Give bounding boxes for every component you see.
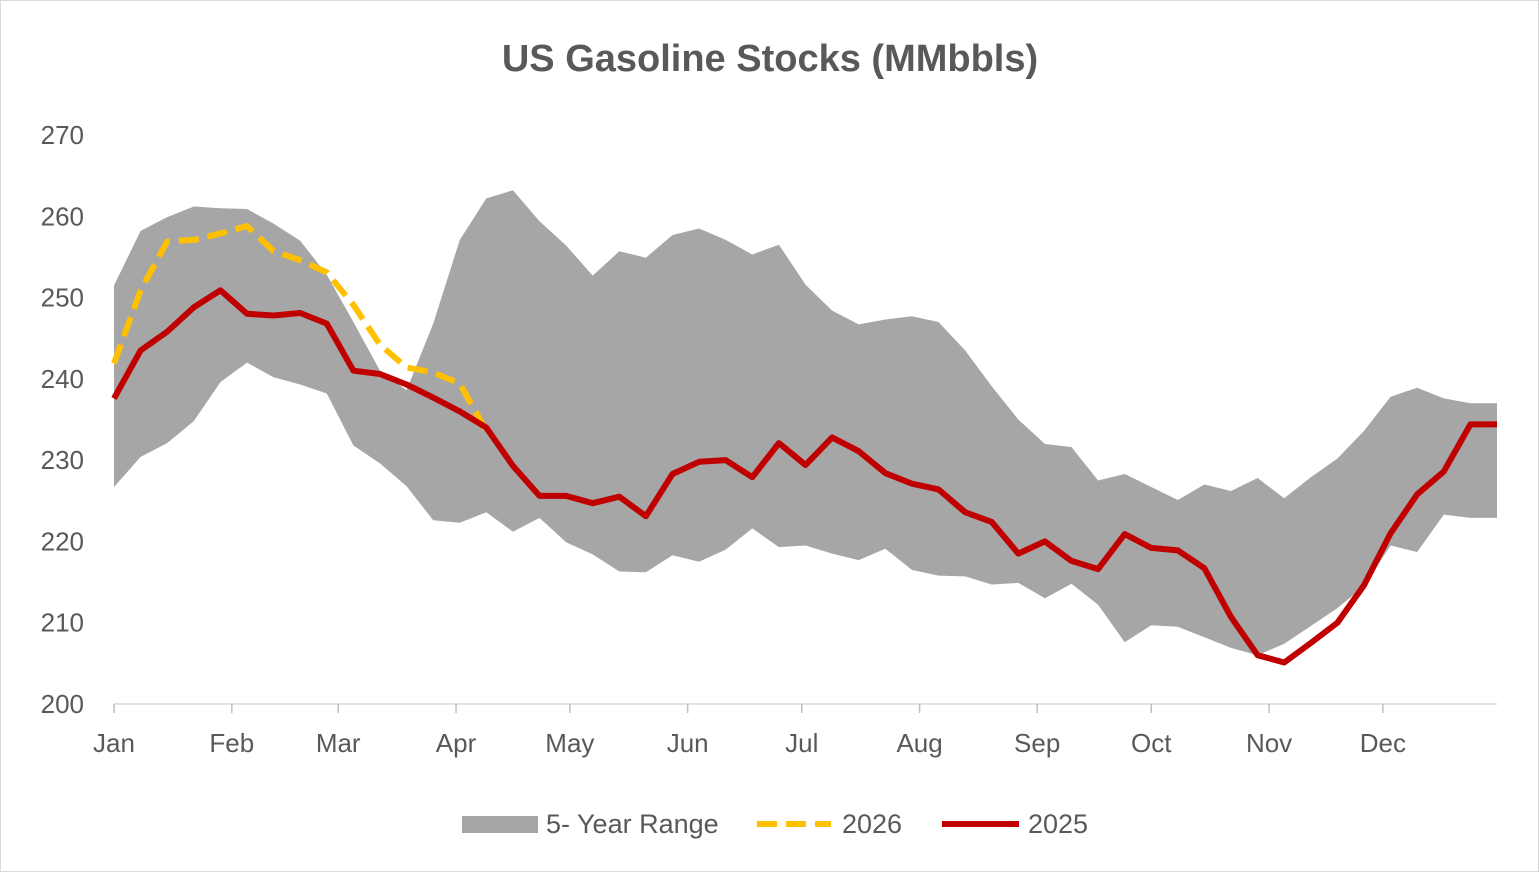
- x-tick-label-Jan: Jan: [93, 728, 135, 758]
- legend-label-range: 5- Year Range: [546, 809, 719, 839]
- x-tick-label-Dec: Dec: [1360, 728, 1406, 758]
- legend-label-2026: 2026: [842, 809, 902, 839]
- y-tick-label: 260: [41, 201, 84, 231]
- x-tick-label-Apr: Apr: [436, 728, 477, 758]
- x-tick-label-Feb: Feb: [209, 728, 254, 758]
- series-line-2026: [111, 223, 489, 433]
- axes: 200 210 220 230 240 250 260 270 Jan Feb Mar Apr May J…: [41, 120, 1497, 758]
- range-band: [114, 190, 1497, 656]
- y-tick-label: 250: [41, 283, 84, 313]
- y-tick-label: 200: [41, 689, 84, 719]
- series-line-2025: [111, 287, 1497, 666]
- chart-title: US Gasoline Stocks (MMbbls): [502, 38, 1038, 80]
- x-tick-label-Oct: Oct: [1131, 728, 1172, 758]
- x-tick-label-Mar: Mar: [316, 728, 361, 758]
- x-tick-label-May: May: [545, 728, 594, 758]
- x-tick-label-Aug: Aug: [896, 728, 942, 758]
- y-tick-label: 230: [41, 445, 84, 475]
- y-tick-label: 240: [41, 364, 84, 394]
- x-tick-label-Jul: Jul: [785, 728, 818, 758]
- x-tick-label-Sep: Sep: [1014, 728, 1060, 758]
- x-tick-label-Jun: Jun: [667, 728, 709, 758]
- legend-label-2025: 2025: [1028, 809, 1088, 839]
- y-tick-label: 220: [41, 526, 84, 556]
- y-tick-label: 270: [41, 120, 84, 150]
- legend-swatch-range: [462, 816, 538, 833]
- y-tick-label: 210: [41, 608, 84, 638]
- x-tick-label-Nov: Nov: [1246, 728, 1292, 758]
- legend: 5- Year Range 2026 2025: [462, 809, 1088, 839]
- plot-area: [111, 190, 1497, 666]
